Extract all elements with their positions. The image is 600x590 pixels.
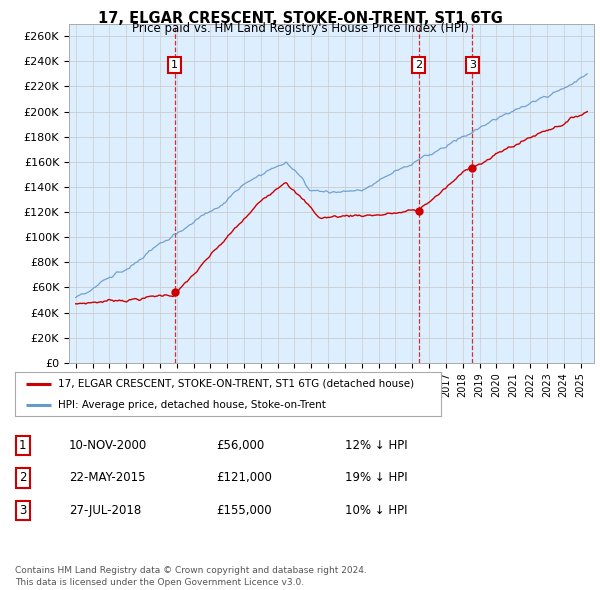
Text: £121,000: £121,000 [216, 471, 272, 484]
Text: 12% ↓ HPI: 12% ↓ HPI [345, 439, 407, 452]
Text: 2: 2 [19, 471, 26, 484]
Text: 10% ↓ HPI: 10% ↓ HPI [345, 504, 407, 517]
Text: 10-NOV-2000: 10-NOV-2000 [69, 439, 147, 452]
Text: 3: 3 [469, 60, 476, 70]
Text: 27-JUL-2018: 27-JUL-2018 [69, 504, 141, 517]
Text: Contains HM Land Registry data © Crown copyright and database right 2024.
This d: Contains HM Land Registry data © Crown c… [15, 566, 367, 587]
Text: £155,000: £155,000 [216, 504, 272, 517]
Text: 1: 1 [19, 439, 26, 452]
Text: 3: 3 [19, 504, 26, 517]
Text: 17, ELGAR CRESCENT, STOKE-ON-TRENT, ST1 6TG: 17, ELGAR CRESCENT, STOKE-ON-TRENT, ST1 … [98, 11, 502, 25]
Text: 19% ↓ HPI: 19% ↓ HPI [345, 471, 407, 484]
Text: HPI: Average price, detached house, Stoke-on-Trent: HPI: Average price, detached house, Stok… [58, 401, 325, 410]
Text: 22-MAY-2015: 22-MAY-2015 [69, 471, 146, 484]
Text: 17, ELGAR CRESCENT, STOKE-ON-TRENT, ST1 6TG (detached house): 17, ELGAR CRESCENT, STOKE-ON-TRENT, ST1 … [58, 379, 414, 389]
Text: Price paid vs. HM Land Registry's House Price Index (HPI): Price paid vs. HM Land Registry's House … [131, 22, 469, 35]
Text: 2: 2 [415, 60, 422, 70]
Text: 1: 1 [171, 60, 178, 70]
Text: £56,000: £56,000 [216, 439, 264, 452]
